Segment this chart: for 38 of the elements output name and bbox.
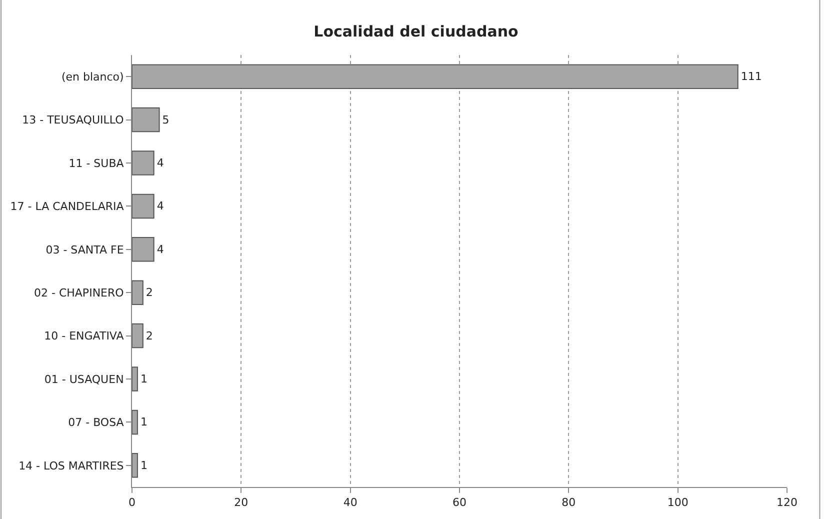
data-label: 5: [162, 113, 170, 126]
data-label: 2: [146, 286, 153, 300]
data-label: 1: [140, 458, 148, 472]
x-tick-label: 60: [452, 496, 466, 510]
y-tick-label: 11 - SUBA: [68, 156, 124, 170]
bar: [132, 107, 160, 132]
y-tick-label: 02 - CHAPINERO: [34, 286, 124, 300]
bar: [132, 410, 138, 435]
data-label: 111: [740, 70, 762, 84]
bar: [132, 194, 154, 219]
x-tick-label: 20: [234, 496, 248, 510]
y-tick-label: 03 - SANTA FE: [46, 243, 124, 256]
chart-title: Localidad del ciudadano: [314, 22, 518, 40]
data-label: 2: [146, 329, 153, 342]
x-tick-label: 40: [343, 496, 358, 510]
bar: [132, 150, 154, 176]
bar: [132, 237, 154, 262]
data-label: 4: [156, 242, 164, 256]
y-tick-label: (en blanco): [61, 70, 124, 84]
y-tick-label: 14 - LOS MARTIRES: [18, 459, 124, 472]
data-label: 1: [140, 416, 148, 429]
bar: [132, 453, 138, 478]
data-label: 1: [140, 372, 148, 386]
bar: [132, 64, 738, 89]
y-tick-label: 17 - LA CANDELARIA: [10, 200, 124, 214]
x-tick-label: 80: [562, 496, 576, 510]
bar: [132, 323, 144, 348]
x-tick-label: 120: [776, 496, 798, 510]
x-tick-label: 100: [667, 496, 688, 510]
bar: [132, 366, 138, 392]
data-label: 4: [156, 200, 164, 213]
y-tick-label: 13 - TEUSAQUILLO: [22, 114, 124, 127]
x-tick-label: 0: [128, 496, 136, 510]
bar: [132, 280, 144, 305]
y-tick-label: 07 - BOSA: [68, 416, 124, 430]
y-tick-label: 10 - ENGATIVA: [44, 330, 124, 343]
y-tick-label: 01 - USAQUEN: [44, 372, 124, 386]
data-label: 4: [156, 156, 164, 170]
